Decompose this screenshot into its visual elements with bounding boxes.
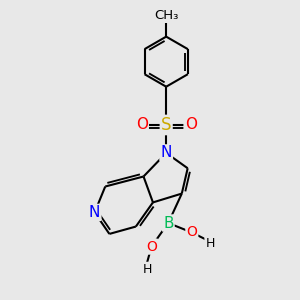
- Text: CH₃: CH₃: [154, 9, 178, 22]
- Text: H: H: [206, 237, 215, 250]
- Text: O: O: [186, 225, 197, 239]
- Text: H: H: [142, 263, 152, 276]
- Text: N: N: [160, 146, 172, 160]
- Text: N: N: [89, 205, 100, 220]
- Text: O: O: [136, 118, 148, 133]
- Text: B: B: [163, 215, 173, 230]
- Text: S: S: [161, 116, 171, 134]
- Text: O: O: [146, 240, 157, 254]
- Text: O: O: [184, 118, 196, 133]
